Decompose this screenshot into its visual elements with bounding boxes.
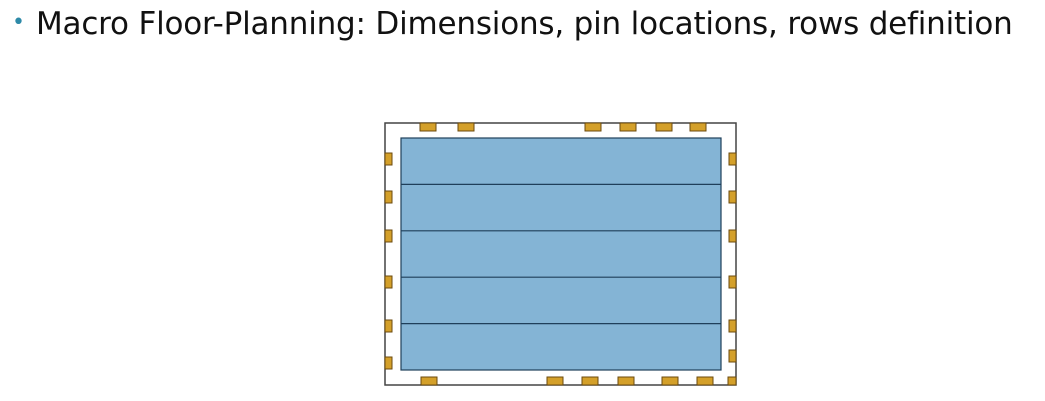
- pin-bottom: [727, 376, 737, 386]
- pin-bottom: [661, 376, 679, 386]
- pin-left: [384, 275, 393, 289]
- pin-left: [384, 319, 393, 333]
- pin-top: [689, 122, 707, 132]
- pin-right: [728, 229, 737, 243]
- pin-left: [384, 229, 393, 243]
- pin-bottom: [617, 376, 635, 386]
- row-area: [400, 137, 722, 371]
- pin-left: [384, 152, 393, 166]
- pin-right: [728, 275, 737, 289]
- pin-right: [728, 190, 737, 204]
- bullet-text: Macro Floor-Planning: Dimensions, pin lo…: [36, 6, 1013, 42]
- pin-left: [384, 190, 393, 204]
- pin-top: [457, 122, 475, 132]
- pin-bottom: [546, 376, 564, 386]
- pin-top: [419, 122, 437, 132]
- pin-top: [584, 122, 602, 132]
- bullet-dot-icon: •: [12, 10, 25, 35]
- pin-right: [728, 349, 737, 363]
- pin-bottom: [696, 376, 714, 386]
- pin-top: [619, 122, 637, 132]
- pin-left: [384, 356, 393, 370]
- pin-right: [728, 152, 737, 166]
- pin-bottom: [581, 376, 599, 386]
- pin-top: [655, 122, 673, 132]
- pin-right: [728, 319, 737, 333]
- pin-bottom: [420, 376, 438, 386]
